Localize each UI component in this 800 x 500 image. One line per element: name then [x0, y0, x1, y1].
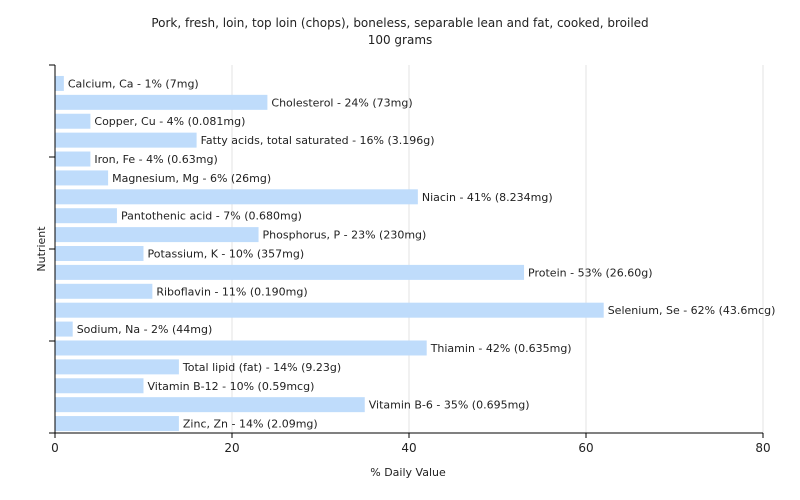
bar-label: Total lipid (fat) - 14% (9.23g)	[182, 361, 341, 374]
x-tick-label: 60	[578, 441, 593, 455]
bar-label: Phosphorus, P - 23% (230mg)	[263, 229, 427, 242]
x-tick-label: 20	[224, 441, 239, 455]
bar	[55, 208, 117, 224]
bar-label: Vitamin B-6 - 35% (0.695mg)	[369, 399, 530, 412]
bar	[55, 132, 197, 148]
bar-label: Copper, Cu - 4% (0.081mg)	[94, 115, 245, 128]
bar-label: Zinc, Zn - 14% (2.09mg)	[183, 418, 318, 431]
bars: Calcium, Ca - 1% (7mg) Cholesterol - 24% …	[55, 75, 776, 432]
bar	[55, 283, 153, 299]
bar	[55, 170, 109, 186]
bar	[55, 397, 365, 413]
x-tick-label: 40	[401, 441, 416, 455]
bar-label: Selenium, Se - 62% (43.6mcg)	[608, 304, 776, 317]
bar	[55, 113, 91, 129]
bar-label: Riboflavin - 11% (0.190mg)	[156, 285, 307, 298]
bar	[55, 75, 64, 91]
chart-title: Pork, fresh, loin, top loin (chops), bon…	[151, 16, 648, 30]
bar	[55, 94, 268, 110]
axes: 0 20 40 60 80	[49, 64, 771, 455]
bar	[55, 264, 525, 280]
bar	[55, 321, 73, 337]
bar-label: Thiamin - 42% (0.635mg)	[430, 342, 572, 355]
bar-label: Potassium, K - 10% (357mg)	[148, 248, 305, 261]
bar-label: Calcium, Ca - 1% (7mg)	[68, 77, 199, 90]
bar	[55, 189, 418, 205]
x-axis-label: % Daily Value	[370, 466, 446, 479]
bar-label: Protein - 53% (26.60g)	[528, 266, 653, 279]
bar-label: Vitamin B-12 - 10% (0.59mcg)	[148, 380, 315, 393]
bar-label: Magnesium, Mg - 6% (26mg)	[112, 172, 271, 185]
bar	[55, 359, 179, 375]
bar-label: Pantothenic acid - 7% (0.680mg)	[121, 210, 302, 223]
bar-label: Cholesterol - 24% (73mg)	[271, 96, 412, 109]
bar	[55, 227, 259, 243]
bar-label: Niacin - 41% (8.234mg)	[422, 191, 553, 204]
grid	[231, 65, 764, 433]
bar-label: Iron, Fe - 4% (0.63mg)	[94, 153, 217, 166]
bar	[55, 302, 604, 318]
bar	[55, 151, 91, 167]
bar	[55, 378, 144, 394]
bar	[55, 340, 427, 356]
bar	[55, 416, 179, 432]
bar	[55, 246, 144, 261]
bar-label: Sodium, Na - 2% (44mg)	[77, 323, 213, 336]
y-axis-label: Nutrient	[35, 226, 48, 272]
x-tick-label: 80	[755, 441, 770, 455]
bar-label: Fatty acids, total saturated - 16% (3.19…	[201, 134, 435, 147]
chart-subtitle: 100 grams	[368, 33, 433, 47]
x-tick-label: 0	[51, 441, 59, 455]
